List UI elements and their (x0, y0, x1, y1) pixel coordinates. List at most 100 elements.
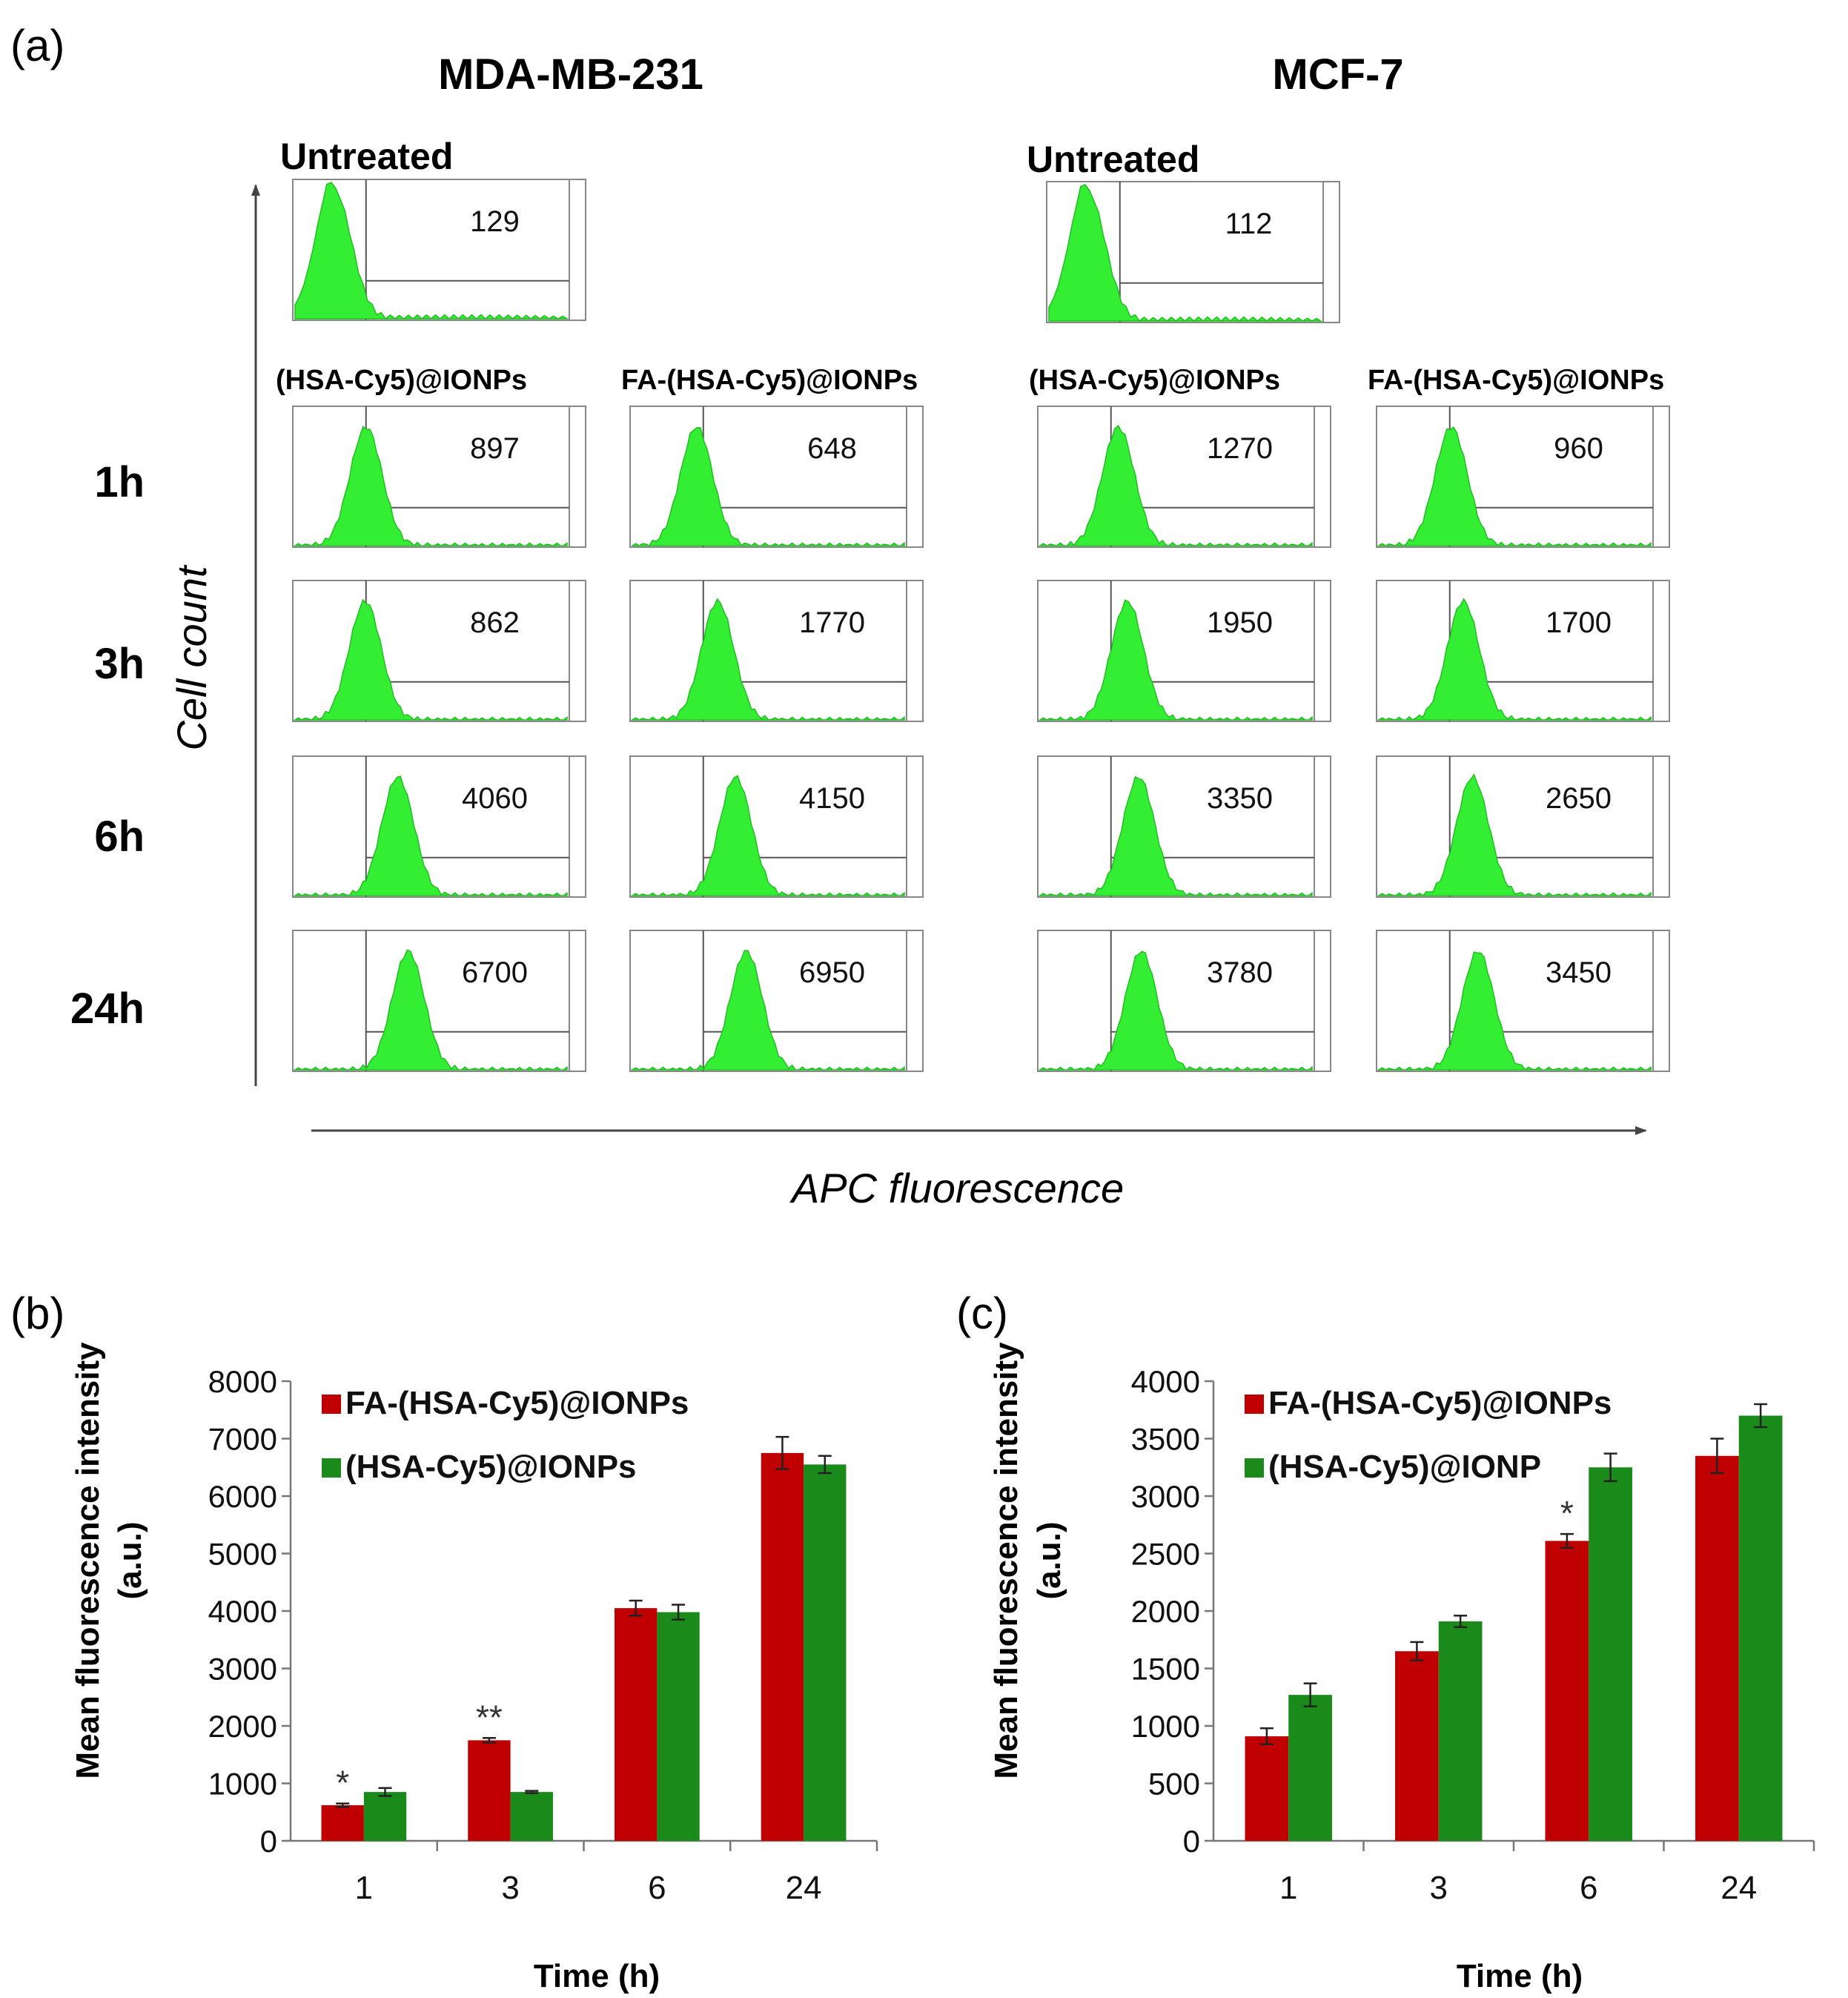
histogram-peak (632, 427, 905, 547)
error-bar-fa-1 (1259, 1727, 1274, 1746)
x-tick-label: 3 (1430, 1870, 1448, 1906)
histogram-value-label: 2650 (1546, 782, 1612, 815)
panel-a-label: (a) (10, 21, 64, 70)
histogram-value-label: 648 (807, 432, 857, 465)
histogram-mda-24h-hsa: 6700 (292, 930, 586, 1072)
y-tick-label: 0 (1183, 1824, 1200, 1859)
histogram-frame (629, 755, 924, 898)
apc-axis-label: APC fluorescence (789, 1165, 1124, 1211)
histogram-mda-3h-fa: 1770 (629, 580, 924, 722)
panel-b-bar-chart: (b) Mean fluorescence intensity (a.u.) T… (10, 1289, 878, 1994)
histogram-peak (1038, 424, 1313, 546)
bar-fa-1 (321, 1805, 364, 1841)
histogram-frame (1037, 755, 1331, 898)
significance-marker: ** (476, 1698, 503, 1736)
bar-hsa-3 (1438, 1621, 1483, 1841)
histogram-frame (292, 755, 586, 898)
panel-b-ylabel-line1: Mean fluorescence intensity (70, 1342, 106, 1779)
histogram-value-label: 1950 (1207, 606, 1273, 639)
group-label-mda-hsa: (HSA-Cy5)@IONPs (276, 365, 527, 396)
bar-fa-3 (1395, 1651, 1439, 1841)
error-bar-fa-6 (629, 1599, 643, 1617)
histogram-value-label: 6950 (799, 956, 865, 989)
histogram-mcf-24h-hsa: 3780 (1037, 930, 1331, 1072)
time-label-3h: 3h (94, 640, 145, 688)
error-bar-fa-1 (336, 1802, 350, 1808)
histogram-mda-6h-hsa: 4060 (292, 755, 586, 898)
bar-hsa-6 (1589, 1467, 1632, 1841)
y-tick-label: 2500 (1131, 1537, 1200, 1572)
histogram-frame (1037, 930, 1331, 1072)
histogram-value-label: 862 (470, 606, 520, 639)
histogram-value-label: 1270 (1207, 432, 1273, 465)
histogram-frame (292, 930, 586, 1072)
histogram-peak (1038, 775, 1313, 897)
bar-hsa-1 (363, 1792, 407, 1841)
y-tick-label: 4000 (1131, 1364, 1200, 1399)
histogram-peak (293, 426, 568, 547)
histogram-value-label: 112 (1225, 208, 1273, 240)
histogram-peak (630, 775, 905, 896)
histogram-peak (1038, 599, 1313, 721)
bar-hsa-24 (1738, 1415, 1783, 1841)
x-tick-label: 6 (648, 1870, 666, 1906)
histogram-value-label: 4060 (462, 782, 528, 815)
y-tick-label: 5000 (208, 1537, 277, 1572)
histogram-value-label: 6700 (462, 956, 528, 989)
histogram-peak (1377, 951, 1652, 1071)
legend-label-hsa: (HSA-Cy5)@IONP (1268, 1449, 1541, 1485)
histogram-mda-1h-hsa: 897 (292, 406, 586, 548)
bar-fa-24 (1695, 1455, 1739, 1841)
legend-swatch-fa (1245, 1395, 1264, 1414)
y-tick-label: 0 (260, 1824, 277, 1859)
group-label-mcf-fa: FA-(HSA-Cy5)@IONPs (1368, 365, 1664, 396)
error-bar-hsa-3 (1454, 1614, 1468, 1628)
histogram-mda-24h-fa: 6950 (629, 930, 924, 1072)
histogram-mcf-1h-hsa: 1270 (1037, 406, 1331, 548)
bar-hsa-24 (804, 1464, 847, 1841)
histogram-mcf-6h-hsa: 3350 (1037, 755, 1331, 898)
untreated-label-mda: Untreated (280, 136, 453, 177)
histogram-peak (1377, 426, 1652, 547)
group-label-mcf-hsa: (HSA-Cy5)@IONPs (1029, 365, 1280, 396)
x-tick-label: 1 (1279, 1870, 1297, 1906)
x-tick-label: 24 (1721, 1870, 1757, 1906)
histogram-peak (293, 949, 568, 1071)
x-tick-label: 3 (501, 1870, 519, 1906)
histogram-mcf-24h-fa: 3450 (1376, 930, 1670, 1072)
histogram-untreated-mda: 129 (292, 179, 586, 321)
y-tick-label: 1500 (1131, 1652, 1200, 1687)
histogram-mda-6h-fa: 4150 (629, 755, 924, 898)
legend-swatch-hsa (322, 1458, 341, 1478)
cell-line-title-mda: MDA-MB-231 (438, 50, 703, 99)
panel-c-plot-area: 0 500 1000 1500 2000 2500 3000 3500 4000 1 3 6 24 * FA… (1131, 1364, 1815, 1906)
histogram-peak (1377, 598, 1652, 721)
histogram-mda-3h-hsa: 862 (292, 580, 586, 722)
x-tick-label: 24 (786, 1870, 822, 1906)
y-tick-label: 1000 (208, 1767, 277, 1802)
histogram-frame (629, 580, 924, 722)
histogram-value-label: 897 (470, 432, 520, 465)
y-tick-label: 4000 (208, 1594, 277, 1629)
y-tick-label: 1000 (1131, 1709, 1200, 1744)
error-bar-hsa-6 (1603, 1452, 1617, 1483)
y-tick-label: 500 (1148, 1767, 1200, 1802)
panel-b-ylabel-line2: (a.u.) (112, 1521, 148, 1599)
histogram-value-label: 129 (470, 205, 520, 238)
panel-c-label: (c) (956, 1289, 1008, 1338)
time-label-6h: 6h (94, 813, 145, 861)
y-tick-label: 8000 (208, 1364, 277, 1399)
histogram-peak (630, 598, 905, 721)
cell-line-title-mcf: MCF-7 (1272, 50, 1403, 99)
histogram-value-label: 3350 (1207, 782, 1273, 815)
y-tick-label: 3000 (1131, 1479, 1200, 1514)
histogram-value-label: 4150 (799, 782, 865, 815)
histogram-peak (293, 598, 568, 721)
histogram-frame (1376, 930, 1670, 1072)
histogram-mda-1h-fa: 648 (629, 406, 924, 548)
error-bar-hsa-24 (1754, 1403, 1768, 1429)
histogram-value-label: 960 (1554, 432, 1603, 465)
histogram-frame (1037, 406, 1331, 548)
